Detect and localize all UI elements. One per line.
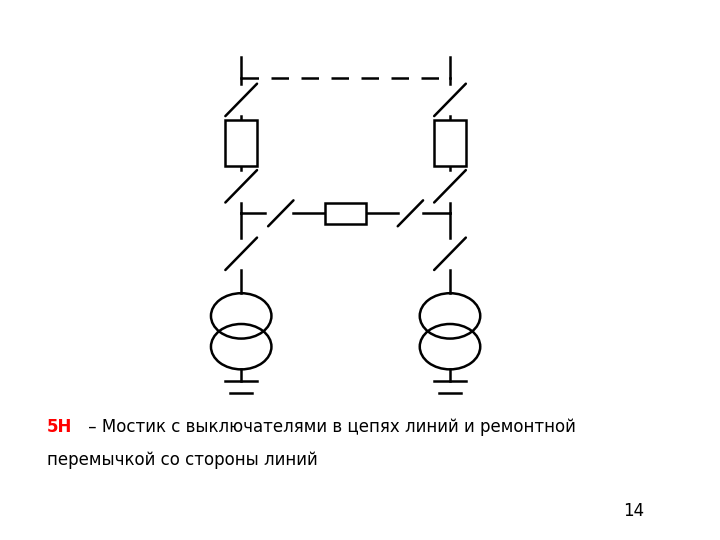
Text: – Мостик с выключателями в цепях линий и ремонтной: – Мостик с выключателями в цепях линий и… xyxy=(83,418,576,436)
Bar xyxy=(225,120,257,166)
Bar xyxy=(434,120,466,166)
Text: 5H: 5H xyxy=(47,418,72,436)
Text: перемычкой со стороны линий: перемычкой со стороны линий xyxy=(47,451,318,469)
Bar xyxy=(325,202,366,224)
Text: 14: 14 xyxy=(623,502,644,520)
